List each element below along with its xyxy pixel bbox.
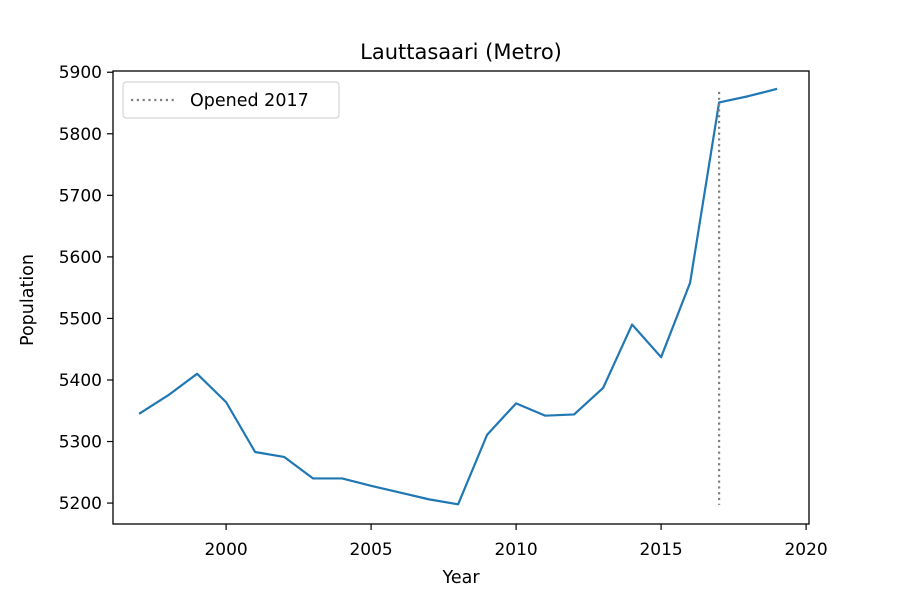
legend-label-opened-2017: Opened 2017 <box>190 91 309 111</box>
y-tick-label: 5200 <box>59 494 102 514</box>
plot-area <box>138 87 778 506</box>
x-tick-label: 2005 <box>349 540 392 560</box>
plot-frame <box>112 70 810 525</box>
x-axis-label: Year <box>441 568 480 588</box>
y-tick-label: 5600 <box>59 248 102 268</box>
y-axis: 5200 5300 5400 5500 5600 5700 5800 5900 <box>59 63 113 514</box>
x-axis: 2000 2005 2010 2015 2020 <box>204 524 828 560</box>
y-axis-label: Population <box>18 254 38 346</box>
x-tick-label: 2020 <box>784 540 827 560</box>
x-tick-label: 2000 <box>204 540 247 560</box>
y-tick-label: 5800 <box>59 125 102 145</box>
chart-title: Lauttasaari (Metro) <box>360 40 562 64</box>
y-tick-label: 5400 <box>59 371 102 391</box>
x-tick-label: 2015 <box>639 540 682 560</box>
y-tick-label: 5900 <box>59 63 102 83</box>
x-tick-label: 2010 <box>494 540 537 560</box>
legend-box <box>122 81 340 119</box>
legend: Opened 2017 <box>122 81 340 119</box>
y-tick-label: 5700 <box>59 186 102 206</box>
y-tick-label: 5500 <box>59 309 102 329</box>
y-tick-label: 5300 <box>59 433 102 453</box>
series-line <box>138 87 778 506</box>
